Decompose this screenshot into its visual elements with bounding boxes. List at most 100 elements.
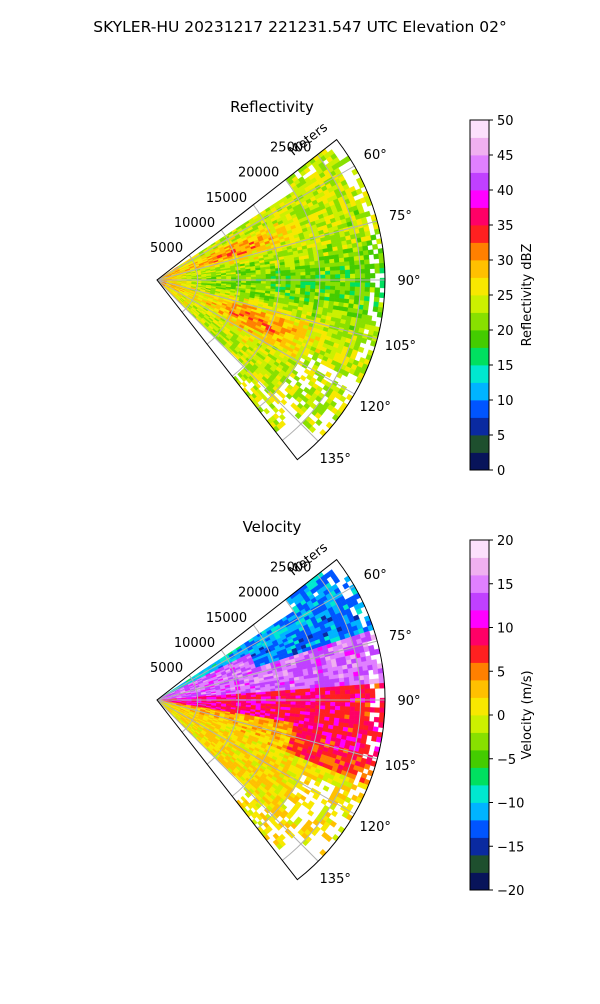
reflectivity-azimuth-tick-label: 120° [360,400,391,415]
reflectivity-cell [256,281,261,283]
reflectivity-cell [271,271,276,274]
reflectivity-cell [264,408,270,414]
reflectivity-cell [335,270,340,274]
reflectivity-cell [271,274,276,277]
velocity-cell [261,694,266,697]
velocity-cell [330,714,335,718]
reflectivity-colorbar-tick-label: 10 [497,394,514,409]
velocity-cell [310,688,315,692]
reflectivity-cell [286,273,291,276]
velocity-cell [365,694,370,699]
reflectivity-cell [354,261,359,266]
reflectivity-cell [345,274,350,278]
reflectivity-cell [306,275,311,278]
reflectivity-panel: Reflectivity Meters 50001000015000200002… [150,98,535,479]
reflectivity-cell [320,271,325,275]
reflectivity-cell [286,276,291,279]
reflectivity-cell [266,274,271,277]
reflectivity-colorbar-tick-label: 25 [497,289,514,304]
velocity-cell [345,690,350,694]
reflectivity-cell [350,265,355,270]
reflectivity-cell [301,282,306,285]
reflectivity-cell [305,269,310,273]
velocity-cell [305,708,310,712]
reflectivity-range-tick-label: 5000 [150,241,183,256]
velocity-cell [330,706,335,710]
velocity-cell [271,704,276,707]
reflectivity-colorbar-tick-label: 15 [497,359,514,374]
velocity-cell [335,686,340,690]
velocity-cell [296,702,301,705]
velocity-cell [363,670,369,675]
velocity-cell [306,695,311,698]
velocity-cell [369,721,375,726]
reflectivity-cell [374,254,379,259]
reflectivity-cell [345,266,350,270]
velocity-cell [276,702,281,705]
velocity-cell [281,702,286,705]
reflectivity-cell [344,253,350,258]
velocity-cell [325,710,330,714]
reflectivity-cell [301,276,306,279]
reflectivity-cell [325,282,330,286]
reflectivity-cell [326,422,333,429]
velocity-cell [325,687,330,691]
reflectivity-cell [251,277,256,279]
reflectivity-cell [354,296,359,301]
velocity-cell [367,731,373,736]
reflectivity-colorbar-segment [470,155,489,173]
reflectivity-colorbar-tick-label: 5 [497,429,505,444]
velocity-cell [340,690,345,694]
reflectivity-cell [370,264,375,269]
velocity-cell [355,685,360,690]
reflectivity-cell [365,292,370,297]
reflectivity-cell [330,294,335,298]
reflectivity-cell [364,296,369,301]
velocity-cell [373,727,379,732]
reflectivity-azimuth-tick-label: 60° [364,148,387,163]
velocity-cell [364,680,369,685]
velocity-title: Velocity [243,518,302,536]
velocity-cell [305,682,310,686]
reflectivity-cell [374,297,379,302]
reflectivity-cell [350,291,355,296]
velocity-cell [301,705,306,708]
reflectivity-cell [276,282,281,285]
reflectivity-cell [296,273,301,276]
velocity-cell [350,690,355,695]
reflectivity-cell [281,270,286,273]
velocity-cell [246,697,251,699]
velocity-cell [266,701,271,704]
velocity-cell [349,715,354,720]
reflectivity-cell [325,290,330,294]
reflectivity-cell [286,270,291,273]
reflectivity-colorbar-segment [470,330,489,348]
velocity-cell [379,683,384,688]
velocity-cell [321,695,326,699]
velocity-cell [291,696,296,699]
reflectivity-cell [330,275,335,279]
reflectivity-cell [276,274,281,277]
velocity-cell [300,689,305,693]
velocity-cell [345,711,350,716]
reflectivity-cell [340,294,345,299]
reflectivity-cell [339,254,344,259]
velocity-cell [365,684,370,689]
reflectivity-cell [231,276,236,278]
reflectivity-cell [344,299,349,304]
reflectivity-cell [335,286,340,290]
reflectivity-cell [310,289,315,293]
reflectivity-cell [330,267,335,271]
reflectivity-cell [311,275,316,279]
reflectivity-cell [364,301,370,306]
reflectivity-cell [306,285,311,289]
velocity-cell [325,713,330,717]
reflectivity-cell [285,267,290,270]
reflectivity-cell [296,276,301,279]
velocity-cell [380,703,385,708]
velocity-cell [340,682,345,687]
velocity-cell [344,719,349,724]
reflectivity-range-tick-label: 20000 [238,166,279,181]
reflectivity-cell [370,287,375,292]
